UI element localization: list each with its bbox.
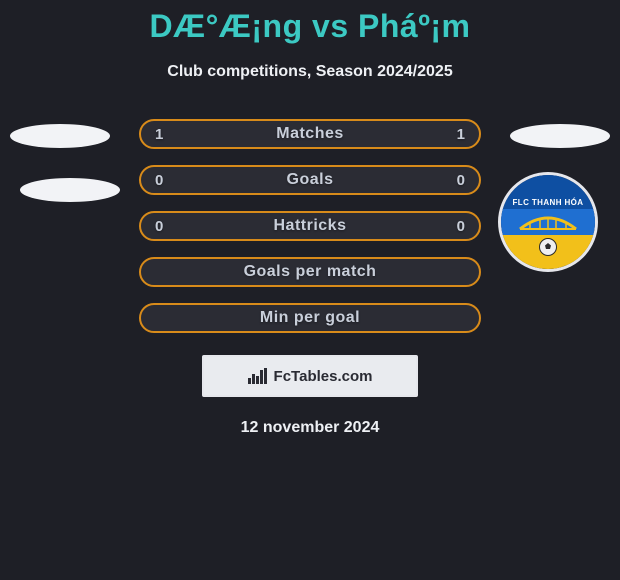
- stat-left-value: 1: [155, 126, 163, 143]
- player-left-avatar-1: [10, 124, 110, 148]
- stat-right-value: 0: [457, 218, 465, 235]
- watermark-prefix: Fc: [274, 368, 292, 385]
- bars-icon: [248, 368, 268, 384]
- club-badge-bridge: [501, 209, 595, 235]
- stat-row-min-per-goal: Min per goal: [139, 303, 481, 333]
- player-right-avatar-1: [510, 124, 610, 148]
- club-badge: FLC THANH HÓA: [498, 172, 598, 272]
- stat-label: Goals: [287, 171, 334, 189]
- stat-row-goals: 0 Goals 0: [139, 165, 481, 195]
- stat-label: Hattricks: [274, 217, 347, 235]
- comparison-card: DÆ°Æ¡ng vs Pháº¡m Club competitions, Sea…: [0, 0, 620, 580]
- stat-row-goals-per-match: Goals per match: [139, 257, 481, 287]
- watermark-rest: Tables.com: [291, 368, 372, 385]
- bridge-icon: [518, 213, 578, 231]
- stat-left-value: 0: [155, 172, 163, 189]
- stat-left-value: 0: [155, 218, 163, 235]
- stat-row-matches: 1 Matches 1: [139, 119, 481, 149]
- card-subtitle: Club competitions, Season 2024/2025: [0, 63, 620, 81]
- stat-label: Matches: [276, 125, 344, 143]
- watermark: FcTables.com: [202, 355, 418, 397]
- stat-label: Min per goal: [260, 309, 360, 327]
- stat-row-hattricks: 0 Hattricks 0: [139, 211, 481, 241]
- player-left-avatar-2: [20, 178, 120, 202]
- watermark-text: FcTables.com: [274, 368, 373, 385]
- soccer-ball-icon: [539, 238, 557, 256]
- card-title: DÆ°Æ¡ng vs Pháº¡m: [0, 8, 620, 45]
- stat-right-value: 0: [457, 172, 465, 189]
- stat-label: Goals per match: [244, 263, 377, 281]
- stat-right-value: 1: [457, 126, 465, 143]
- card-date: 12 november 2024: [0, 419, 620, 437]
